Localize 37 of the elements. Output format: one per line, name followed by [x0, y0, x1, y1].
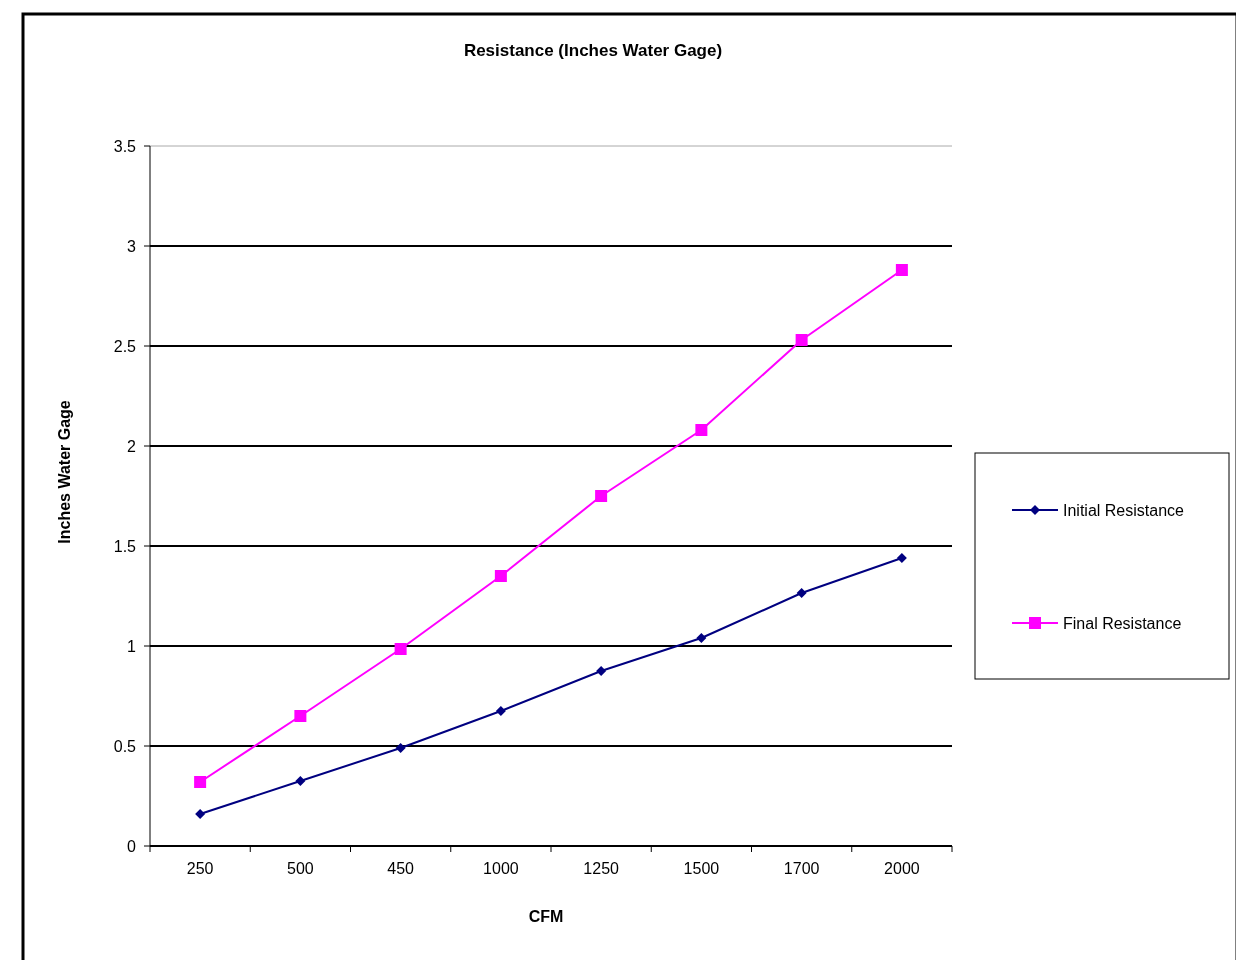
point: [295, 776, 306, 786]
x-tick-label: 250: [186, 860, 214, 877]
y-tick-label: 2.5: [113, 337, 137, 355]
point: [595, 490, 608, 502]
y-tick-label: 1.5: [113, 537, 137, 555]
y-tick-label: 3: [127, 237, 137, 255]
y-tick-label: 0.5: [113, 737, 137, 755]
point: [895, 264, 908, 276]
x-axis-title: CFM: [528, 908, 564, 925]
point: [194, 776, 207, 788]
x-tick-label: 500: [287, 860, 314, 877]
y-tick-label: 3.5: [113, 137, 137, 155]
point: [494, 570, 507, 582]
x-tick-label: 2000: [884, 860, 920, 877]
legend-label: Initial Resistance: [1063, 501, 1185, 519]
point: [394, 643, 407, 655]
chart-title: Resistance (Inches Water Gage): [463, 41, 723, 60]
point: [796, 588, 807, 598]
x-tick-label: 1000: [483, 860, 519, 877]
legend-label: Final Resistance: [1063, 614, 1182, 632]
point: [696, 633, 707, 643]
x-tick-label: 1250: [583, 860, 620, 877]
point: [294, 710, 307, 722]
y-tick-label: 0: [127, 837, 137, 855]
point: [495, 706, 506, 716]
point: [596, 666, 607, 676]
point: [195, 809, 206, 819]
point: [795, 334, 808, 346]
point: [395, 743, 406, 753]
y-tick-label: 1: [127, 637, 137, 655]
point: [896, 553, 907, 563]
y-axis-title: Inches Water Gage: [56, 400, 73, 544]
x-tick-label: 450: [387, 860, 415, 877]
point: [695, 424, 708, 436]
x-tick-label: 1700: [783, 860, 820, 877]
y-tick-label: 2: [127, 437, 137, 455]
x-tick-label: 1500: [683, 860, 720, 877]
